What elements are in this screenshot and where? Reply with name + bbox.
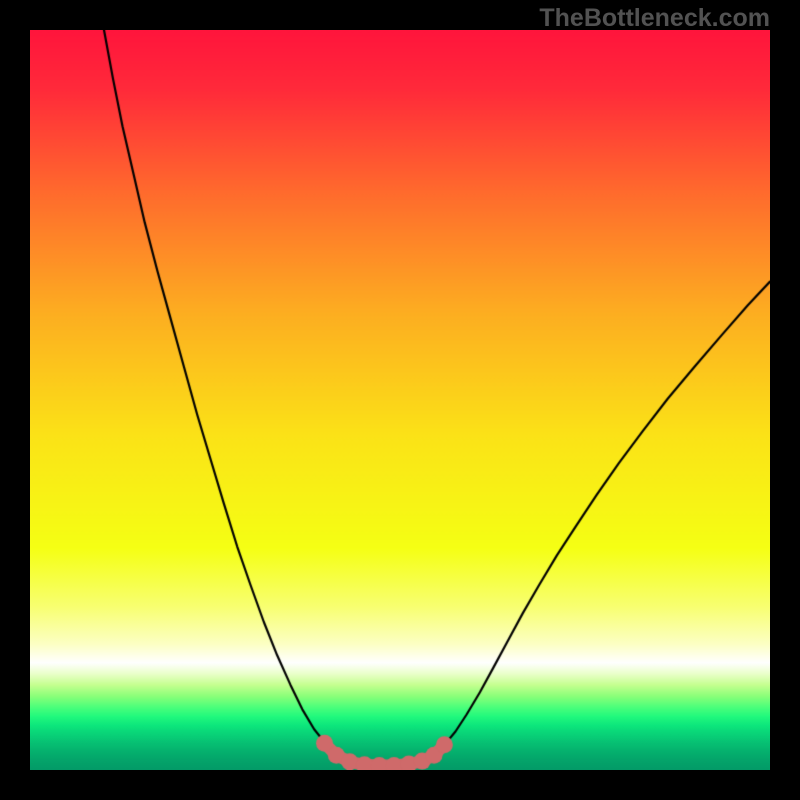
watermark-label: TheBottleneck.com	[539, 4, 770, 33]
bottleneck-curve-chart	[30, 30, 770, 770]
